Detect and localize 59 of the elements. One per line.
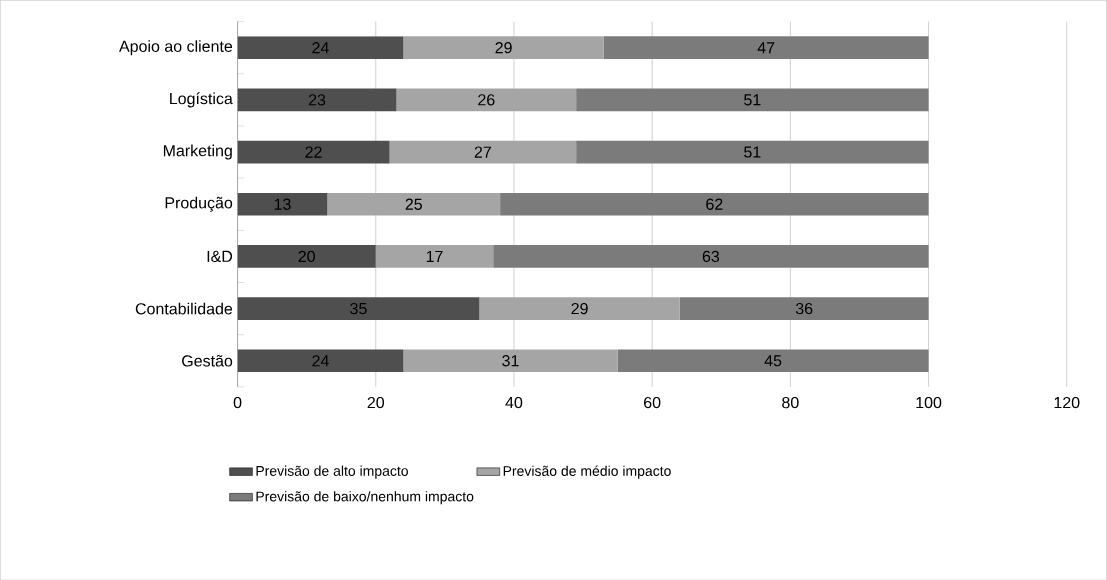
bar xyxy=(389,140,577,164)
y-tick-label: Produção xyxy=(165,196,233,212)
bar xyxy=(396,88,577,111)
bar xyxy=(617,349,929,372)
y-tick-label: Logística xyxy=(170,92,233,108)
bar xyxy=(237,140,390,164)
data-label: 51 xyxy=(744,146,761,158)
data-label: 25 xyxy=(405,198,422,210)
data-label: 17 xyxy=(426,250,443,262)
legend-label: Previsão de médio impacto xyxy=(503,465,671,479)
bar xyxy=(375,244,494,268)
data-label: 62 xyxy=(706,198,723,210)
x-tick-label: 60 xyxy=(644,396,661,409)
data-label: 20 xyxy=(298,250,315,262)
bar xyxy=(237,244,376,268)
bar xyxy=(403,349,618,372)
y-tick-label: I&D xyxy=(207,250,233,262)
bar xyxy=(576,88,929,111)
x-tick-label: 80 xyxy=(782,396,799,409)
data-label: 36 xyxy=(795,302,813,315)
data-label: 13 xyxy=(274,198,291,210)
bar xyxy=(237,297,480,320)
bar xyxy=(237,349,404,372)
data-label: 22 xyxy=(305,146,322,158)
data-label: 24 xyxy=(312,354,329,367)
y-tick-label: Apoio ao cliente xyxy=(119,40,233,55)
legend-label: Previsão de baixo/nenhum impacto xyxy=(256,490,474,504)
bar xyxy=(237,192,328,216)
data-label: 35 xyxy=(350,302,367,315)
data-label: 51 xyxy=(744,94,761,106)
data-label: 63 xyxy=(702,250,720,262)
bar xyxy=(403,36,604,59)
x-tick-label: 40 xyxy=(505,396,523,409)
bar xyxy=(493,244,929,268)
data-label: 29 xyxy=(495,41,512,54)
bar xyxy=(479,297,680,320)
bar xyxy=(500,192,929,216)
data-label: 29 xyxy=(571,302,588,315)
data-label: 23 xyxy=(308,94,326,106)
data-label: 31 xyxy=(502,354,519,367)
bar xyxy=(576,140,929,164)
bar xyxy=(603,36,929,59)
bar xyxy=(237,36,404,59)
bar xyxy=(327,192,501,216)
bar xyxy=(679,297,929,320)
data-label: 27 xyxy=(474,146,491,158)
y-tick-label: Gestão xyxy=(182,354,233,367)
data-label: 47 xyxy=(757,41,775,53)
data-label: 45 xyxy=(764,354,782,367)
bar xyxy=(237,88,397,111)
x-tick-label: 100 xyxy=(916,396,942,409)
data-label: 24 xyxy=(312,41,329,54)
x-tick-label: 0 xyxy=(233,396,242,409)
x-tick-label: 120 xyxy=(1054,396,1080,409)
legend-label: Previsão de alto impacto xyxy=(256,465,408,479)
y-tick-label: Contabilidade xyxy=(135,302,233,315)
y-tick-label: Marketing xyxy=(163,144,232,160)
data-label: 26 xyxy=(478,94,495,106)
x-tick-label: 20 xyxy=(367,396,385,409)
